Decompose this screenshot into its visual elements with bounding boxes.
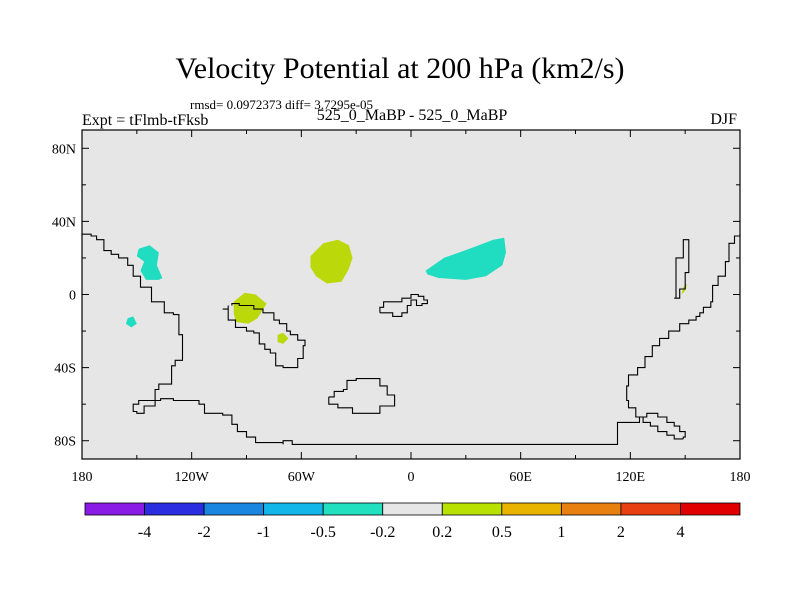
colorbar-label: 0.5 [492, 524, 512, 541]
coastline-east-pacific-block [674, 239, 690, 299]
colorbar-label: -1 [257, 524, 270, 541]
colorbar-box [84, 502, 145, 516]
y-tick-label: 40S [54, 362, 76, 377]
colorbar-label: 0.2 [432, 524, 452, 541]
coastline-africa [379, 293, 428, 317]
negative-region-north-pacific [136, 245, 163, 280]
colorbar-box [144, 502, 205, 516]
colorbar-box [263, 502, 324, 516]
x-tick-label: 120W [175, 470, 210, 485]
colorbar-box [322, 502, 384, 516]
colorbar-label: -4 [138, 524, 151, 541]
colorbar-box [560, 502, 622, 516]
negative-region-tropical-pacific [125, 316, 137, 328]
x-tick-label: 0 [408, 470, 415, 485]
x-tick-label: 180 [730, 470, 751, 485]
coastline-americas [82, 233, 686, 445]
colorbar-label: 4 [676, 524, 684, 541]
experiment-label: Expt = tFlmb-tFksb [82, 112, 209, 129]
negative-region-africa [425, 237, 506, 280]
x-tick-label: 60W [288, 470, 316, 485]
colorbar-box [382, 502, 443, 516]
colorbar-label: -2 [197, 524, 210, 541]
coastline-antarctic-island [328, 378, 396, 414]
x-tick-label: 120E [616, 470, 646, 485]
stats-line: rmsd= 0.0972373 diff= 3.7295e-05 [190, 97, 374, 112]
center-label: 525_0_MaBP - 525_0_MaBP [316, 107, 508, 124]
colorbar-box [501, 502, 562, 516]
x-tick-label: 180 [72, 470, 93, 485]
coastline-south-america-east [222, 303, 306, 369]
y-tick-label: 80S [54, 435, 76, 450]
colorbar-box [680, 502, 741, 516]
colorbar-label: 1 [557, 524, 565, 541]
coastline-asia [626, 234, 741, 440]
colorbar-box [203, 502, 265, 516]
y-tick-label: 40N [52, 215, 76, 230]
positive-region-south-america [233, 292, 267, 324]
colorbar-label: -0.5 [311, 524, 336, 541]
x-tick-label: 60E [509, 470, 532, 485]
y-tick-label: 80N [52, 142, 76, 157]
positive-region-atlantic [310, 239, 353, 284]
colorbar-label: -0.2 [370, 524, 395, 541]
y-tick-label: 0 [69, 289, 76, 304]
chart-title: Velocity Potential at 200 hPa (km2/s) [175, 52, 625, 85]
colorbar-label: 2 [617, 524, 625, 541]
colorbar-box [441, 502, 503, 516]
positive-region-small [277, 332, 289, 344]
season-label: DJF [710, 111, 737, 128]
colorbar-box [620, 502, 681, 516]
